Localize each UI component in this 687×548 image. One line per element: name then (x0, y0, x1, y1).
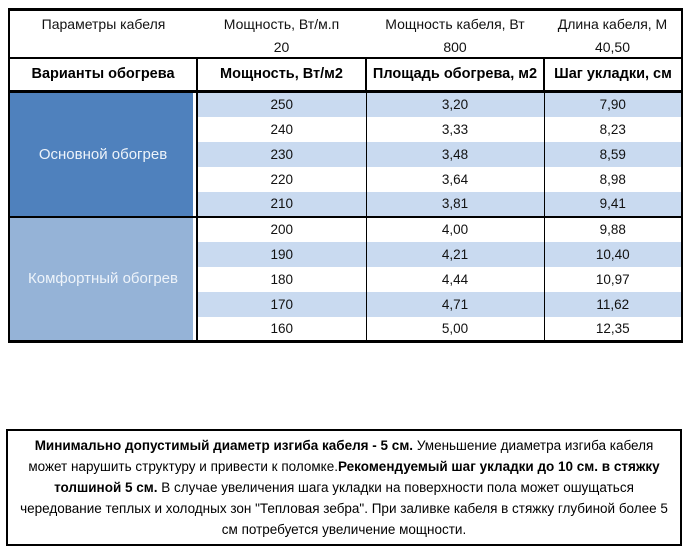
power-per-m-label: Мощность, Вт/м.п (223, 15, 340, 32)
installation-note: Минимально допустимый диаметр изгиба каб… (6, 429, 682, 546)
cell-area: 4,71 (365, 291, 544, 317)
cell-step: 9,88 (543, 215, 682, 242)
cell-area: 3,33 (365, 116, 544, 142)
cell-step: 9,41 (543, 191, 682, 217)
cell-power: 190 (197, 241, 366, 267)
cell-power: 170 (197, 291, 366, 317)
cable-length-label: Длина кабеля, М (557, 15, 668, 32)
table-row: 190 4,21 10,40 (9, 241, 682, 267)
cell-power: 240 (197, 116, 366, 142)
cable-power-value: 800 (443, 38, 467, 55)
cell-step: 7,90 (543, 91, 682, 117)
params-title: Параметры кабеля (41, 15, 166, 32)
cell-power: 210 (197, 191, 366, 217)
column-header-row: Варианты обогрева Мощность, Вт/м2 Площад… (9, 56, 682, 93)
cell-power: 230 (197, 141, 366, 167)
table-row: 220 3,64 8,98 (9, 166, 682, 192)
cable-power-label: Мощность кабеля, Вт (385, 15, 525, 32)
heating-cable-table: Параметры кабеля Мощность, Вт/м.п Мощнос… (8, 8, 683, 343)
cell-area: 4,21 (365, 241, 544, 267)
cell-power: 250 (197, 91, 366, 117)
cell-area: 3,48 (365, 141, 544, 167)
cell-step: 8,59 (543, 141, 682, 167)
empty-cell (9, 37, 197, 58)
cell-power: 200 (197, 215, 366, 242)
cell-power: 220 (197, 166, 366, 192)
cell-step: 10,97 (543, 266, 682, 292)
cell-step: 8,23 (543, 116, 682, 142)
power-per-m-value: 20 (273, 38, 290, 55)
header-power: Мощность, Вт/м2 (196, 56, 366, 93)
header-area: Площадь обогрева, м2 (365, 56, 544, 93)
note-bold-bend-diameter: Минимально допустимый диаметр изгиба каб… (34, 438, 414, 453)
cell-area: 5,00 (365, 316, 544, 342)
cell-step: 11,62 (543, 291, 682, 317)
cell-power: 160 (197, 316, 366, 342)
table-row: Основной обогрев 250 3,20 7,90 (9, 91, 682, 217)
params-header-row: Параметры кабеля Мощность, Вт/м.п Мощнос… (9, 10, 682, 37)
cell-power: 180 (197, 266, 366, 292)
table-row: 240 3,33 8,23 (9, 116, 682, 142)
table-row: 170 4,71 11,62 (9, 291, 682, 317)
table-row: 180 4,44 10,97 (9, 266, 682, 292)
header-variants: Варианты обогрева (9, 56, 197, 93)
params-values-row: 20 800 40,50 (9, 37, 682, 58)
header-step: Шаг укладки, см (543, 56, 682, 93)
note-text-1: Уменьшение диаметра изгиба кабеля может … (28, 438, 654, 474)
cell-area: 3,20 (365, 91, 544, 117)
cable-length-value: 40,50 (594, 38, 631, 55)
group-label-comfort-heating: Комфортный обогрев (9, 215, 198, 342)
cell-area: 3,81 (365, 191, 544, 217)
table-row: Комфортный обогрев 200 4,00 9,88 (9, 215, 682, 342)
cell-area: 4,00 (365, 215, 544, 242)
cell-area: 3,64 (365, 166, 544, 192)
cell-step: 10,40 (543, 241, 682, 267)
cell-area: 4,44 (365, 266, 544, 292)
note-bold-laying-step: Рекомендуемый шаг укладки до 10 см. в ст… (54, 459, 660, 495)
group-label-main-heating: Основной обогрев (9, 91, 198, 217)
cell-step: 8,98 (543, 166, 682, 192)
note-text-2: В случае увеличения шага укладки на пове… (20, 480, 668, 537)
table-row: 160 5,00 12,35 (9, 316, 682, 342)
table-row: 230 3,48 8,59 (9, 141, 682, 167)
cell-step: 12,35 (543, 316, 682, 342)
table-row: 210 3,81 9,41 (9, 191, 682, 217)
